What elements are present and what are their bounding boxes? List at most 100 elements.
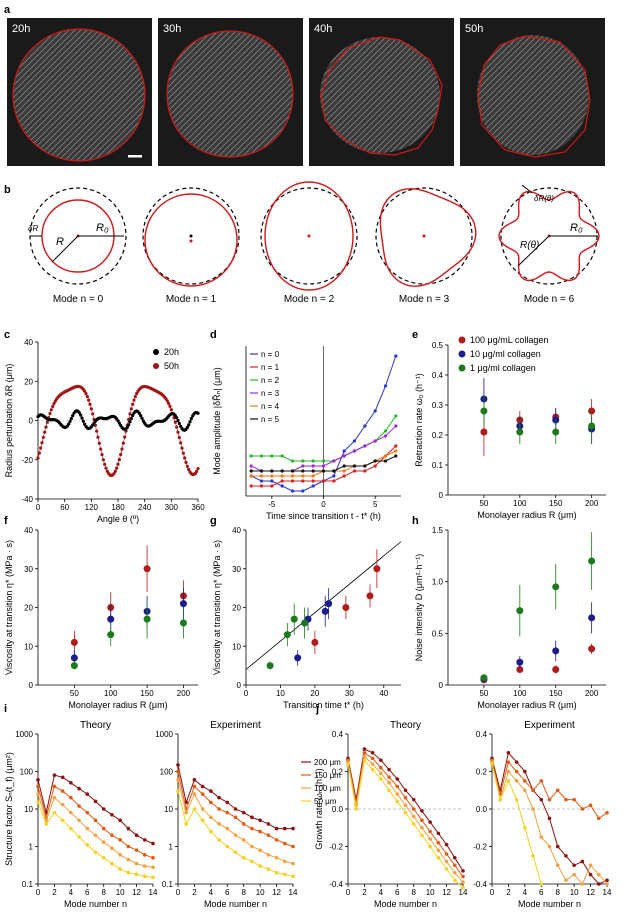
series-point <box>321 464 326 468</box>
series-point <box>274 870 279 875</box>
series-point <box>241 822 246 826</box>
series-50h-point <box>37 451 41 455</box>
data-point <box>283 631 291 639</box>
series-20h-point <box>185 425 189 430</box>
series-point <box>258 829 262 834</box>
series-point <box>506 779 511 783</box>
series-point <box>249 464 253 468</box>
legend-entry: n = 4 <box>261 402 280 411</box>
series-point <box>266 833 271 838</box>
series-point <box>217 795 221 800</box>
series-50h-point <box>87 398 91 402</box>
series-point <box>387 788 391 793</box>
y-tick-label: 10 <box>24 642 33 651</box>
mode-diagram-2: Mode n = 2 <box>260 181 358 305</box>
series-point <box>539 835 544 839</box>
series-point <box>301 489 305 493</box>
data-point <box>290 615 298 623</box>
series-50h-point <box>128 412 132 416</box>
series-point <box>596 882 601 886</box>
mode-label-3: Mode n = 3 <box>399 294 450 305</box>
series-point <box>280 484 284 488</box>
series-point <box>52 784 57 789</box>
chart-i2: 0 2 4 6 8 10 12 14 Mode number n Experiment 0.1 1 10… <box>155 720 298 909</box>
y-tick-label: 0.2 <box>432 431 444 440</box>
series-point <box>85 843 90 847</box>
chart-i: 0 2 4 6 8 10 12 14 Mode number n Structure factor… <box>4 720 158 909</box>
series-50h-point <box>89 407 93 411</box>
mode-diagram-1: Mode n = 1 <box>142 187 240 305</box>
series-point <box>52 810 57 815</box>
series-point <box>301 479 305 483</box>
series-20h-point <box>188 420 192 424</box>
series-point <box>301 474 305 478</box>
legend-entry: n = 0 <box>261 350 280 359</box>
series-50h-point <box>123 435 127 439</box>
data-point <box>588 645 596 653</box>
series-point <box>282 859 287 864</box>
r0-label: R₀ <box>96 222 109 234</box>
y-tick-label: 0.0 <box>476 805 488 814</box>
x-tick-label: 0 <box>36 503 41 512</box>
series-point <box>209 789 213 793</box>
series-point <box>342 454 346 458</box>
data-point <box>366 592 374 600</box>
r-arrow <box>51 235 79 263</box>
series-point <box>387 780 391 785</box>
y-tick-label: -0.4 <box>329 880 343 889</box>
x-tick-label: 200 <box>177 689 191 698</box>
y-tick-label: 0.3 <box>432 401 444 410</box>
series-point <box>403 795 408 800</box>
x-tick-label: 14 <box>459 888 468 897</box>
y-tick-label: 10 <box>232 642 241 651</box>
series-point <box>259 479 264 483</box>
series-point <box>225 800 230 805</box>
series-point <box>321 459 326 463</box>
x-axis-label: Transition time t* (h) <box>283 700 364 710</box>
data-point <box>301 619 309 627</box>
series-point <box>580 859 585 864</box>
data-point <box>143 565 151 573</box>
series-point <box>514 769 519 774</box>
series-point <box>531 854 535 858</box>
series-point <box>266 822 271 826</box>
x-tick-label: 0 <box>490 888 495 897</box>
x-tick-label: 10 <box>570 888 579 897</box>
series-50h-point <box>129 407 133 411</box>
series-point <box>110 861 114 866</box>
x-tick-label: 100 <box>104 689 118 698</box>
series-point <box>572 863 576 868</box>
series-point <box>539 797 544 802</box>
y-tick-label: 0.1 <box>162 880 174 889</box>
series-50h-point <box>177 435 181 440</box>
series-50h-point <box>175 425 179 429</box>
series-point <box>354 807 359 811</box>
series-point <box>126 857 131 862</box>
series-20h-point <box>79 413 83 417</box>
mode-label-6: Mode n = 6 <box>524 294 575 305</box>
x-tick-label: 8 <box>555 888 560 897</box>
y-tick-label: 40 <box>24 338 33 347</box>
chart-title: Experiment <box>524 720 575 731</box>
series-point <box>176 769 180 774</box>
series-point <box>85 826 90 831</box>
legend-entry: 200 μm <box>314 758 341 767</box>
series-20h-point <box>125 425 129 429</box>
series-50h-point <box>95 429 99 433</box>
mode-label-2: Mode n = 2 <box>284 294 335 305</box>
x-tick-label: 150 <box>549 689 563 698</box>
panel-label-h: h <box>412 515 419 527</box>
series-point <box>539 882 544 886</box>
series-point <box>572 797 576 802</box>
series-point <box>420 809 424 813</box>
series-point <box>436 848 441 853</box>
legend-entry: 10 μg/ml collagen <box>470 349 541 359</box>
data-point <box>516 658 524 666</box>
chart-f: 50 100 150 200 0 10 20 30 40 Monolayer radius R (… <box>4 526 198 710</box>
series-50h-point <box>117 458 121 462</box>
series-point <box>110 813 114 817</box>
series-point <box>69 795 73 800</box>
series-point <box>523 788 527 793</box>
y-tick-label: 0 <box>29 681 34 690</box>
mode-diagram-6: R₀ R(θ) δR(θ) Mode n = 6 <box>498 184 600 305</box>
